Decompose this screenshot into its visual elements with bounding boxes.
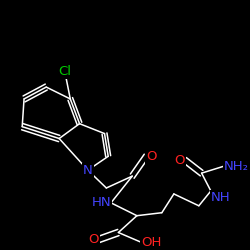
Text: NH₂: NH₂ <box>224 160 249 173</box>
Text: NH: NH <box>211 191 231 204</box>
Text: O: O <box>174 154 185 167</box>
Text: Cl: Cl <box>58 65 71 78</box>
Text: OH: OH <box>142 236 162 249</box>
Text: HN: HN <box>91 196 111 209</box>
Text: O: O <box>146 150 156 163</box>
Text: N: N <box>83 164 93 177</box>
Text: O: O <box>88 233 99 246</box>
